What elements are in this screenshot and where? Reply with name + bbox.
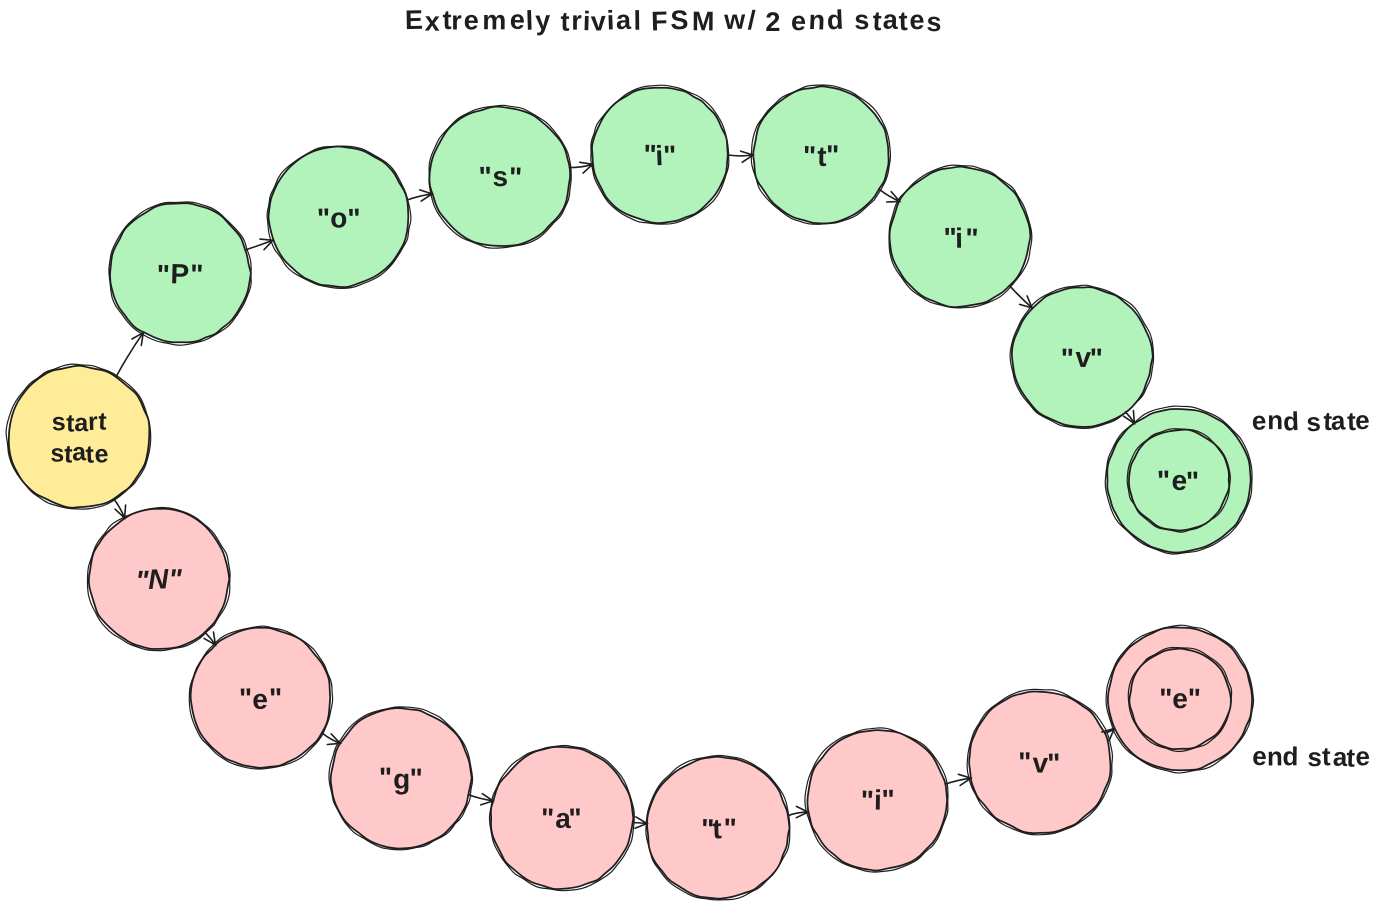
svg-text:": " xyxy=(410,763,423,794)
svg-text:": " xyxy=(379,762,393,793)
svg-text:d: d xyxy=(1283,406,1300,436)
svg-text:o: o xyxy=(330,202,347,233)
svg-text:t: t xyxy=(1322,741,1331,771)
svg-text:E: E xyxy=(405,5,424,35)
svg-text:v: v xyxy=(590,6,606,37)
svg-text:t: t xyxy=(872,6,882,36)
svg-text:x: x xyxy=(424,6,440,36)
svg-text:S: S xyxy=(670,5,688,35)
svg-text:": " xyxy=(1159,683,1173,714)
svg-text:e: e xyxy=(1252,741,1268,772)
svg-text:": " xyxy=(269,682,283,713)
svg-text:e: e xyxy=(1355,405,1370,435)
svg-text:N: N xyxy=(148,563,170,595)
svg-text:": " xyxy=(540,803,554,834)
svg-text:": " xyxy=(860,785,874,816)
svg-text:a: a xyxy=(882,5,899,35)
svg-text:s: s xyxy=(50,439,65,467)
svg-text:t: t xyxy=(712,813,722,844)
svg-text:r: r xyxy=(571,6,582,36)
svg-text:": " xyxy=(508,162,522,193)
svg-text:": " xyxy=(156,259,170,290)
svg-text:": " xyxy=(239,683,253,714)
svg-text:": " xyxy=(965,223,980,255)
svg-text:M: M xyxy=(692,6,715,36)
svg-text:w: w xyxy=(723,5,746,35)
svg-text:s: s xyxy=(926,7,942,37)
svg-text:r: r xyxy=(88,408,99,436)
svg-text:": " xyxy=(1047,748,1061,779)
svg-text:t: t xyxy=(898,6,908,36)
svg-text:d: d xyxy=(826,5,844,36)
svg-text:": " xyxy=(568,803,582,834)
svg-text:e: e xyxy=(1172,683,1188,714)
svg-text:": " xyxy=(1060,343,1074,374)
svg-text:e: e xyxy=(1355,741,1371,771)
svg-text:": " xyxy=(1186,466,1200,497)
svg-text:": " xyxy=(1089,343,1103,374)
svg-text:a: a xyxy=(616,5,633,35)
svg-text:s: s xyxy=(1307,742,1322,772)
svg-text:e: e xyxy=(909,5,924,35)
svg-text:e: e xyxy=(509,5,525,35)
svg-text:l: l xyxy=(525,5,533,35)
svg-text:s: s xyxy=(854,5,869,35)
svg-text:n: n xyxy=(1267,741,1283,771)
svg-text:r: r xyxy=(451,5,462,35)
svg-text:": " xyxy=(663,140,677,171)
svg-text:F: F xyxy=(651,6,668,36)
svg-text:": " xyxy=(347,203,361,234)
svg-text:e: e xyxy=(791,6,807,37)
svg-text:e: e xyxy=(252,684,268,715)
svg-text:": " xyxy=(478,161,492,192)
svg-text:i: i xyxy=(955,223,963,254)
svg-text:": " xyxy=(168,563,183,594)
svg-text:e: e xyxy=(464,5,479,35)
svg-text:s: s xyxy=(1306,407,1321,437)
svg-text:": " xyxy=(802,140,816,171)
svg-text:": " xyxy=(826,140,839,171)
svg-text:e: e xyxy=(1251,405,1266,435)
svg-text:": " xyxy=(317,203,331,234)
svg-text:m: m xyxy=(482,5,506,35)
svg-text:": " xyxy=(190,259,204,290)
svg-text:i: i xyxy=(606,5,615,35)
svg-text:a: a xyxy=(1330,405,1346,436)
svg-text:g: g xyxy=(393,764,410,795)
svg-text:": " xyxy=(1187,683,1201,714)
svg-text:2: 2 xyxy=(765,7,780,37)
svg-text:n: n xyxy=(808,5,826,36)
svg-text:": " xyxy=(1157,465,1171,496)
svg-text:d: d xyxy=(1282,741,1298,771)
svg-text:s: s xyxy=(51,408,66,437)
svg-text:n: n xyxy=(1267,405,1283,435)
svg-text:": " xyxy=(723,813,737,844)
svg-text:y: y xyxy=(535,5,551,36)
svg-text:P: P xyxy=(170,258,189,289)
svg-text:s: s xyxy=(492,161,508,192)
svg-text:e: e xyxy=(94,440,109,469)
svg-text:": " xyxy=(881,784,895,815)
svg-text:t: t xyxy=(560,7,569,37)
svg-text:l: l xyxy=(633,6,641,36)
svg-text:": " xyxy=(1018,747,1032,778)
